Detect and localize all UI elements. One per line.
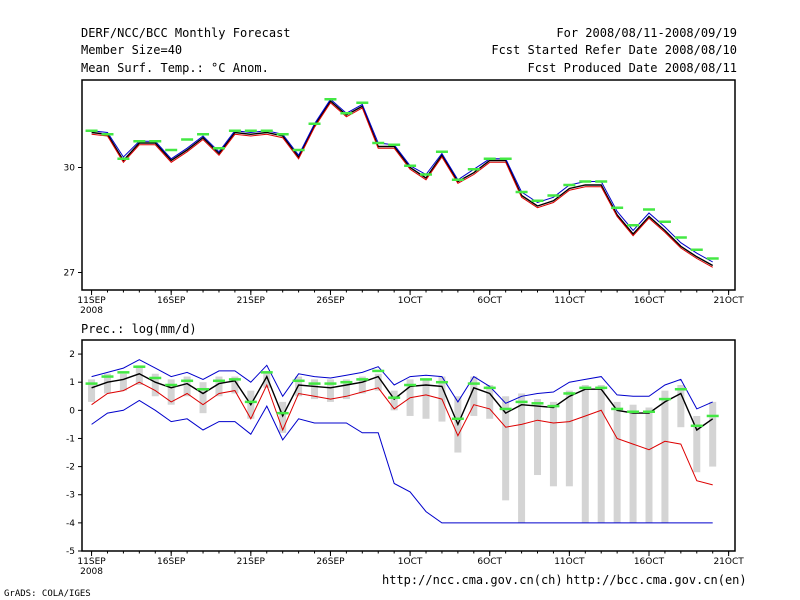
x-tick-label-21SEP: 21SEP	[237, 557, 266, 567]
x-tick-label-1OCT: 1OCT	[398, 557, 423, 567]
ncc-link[interactable]: http://ncc.cma.gov.cn(ch)	[382, 573, 563, 587]
y-tick-label--4: -4	[66, 519, 75, 529]
spread-bar-28	[518, 393, 526, 523]
chart-title: DERF/NCC/BCC Monthly Forecast	[81, 26, 291, 40]
series-min-line	[91, 101, 713, 268]
plot-frame	[81, 79, 736, 291]
spread-bar-38	[677, 385, 685, 428]
spread-bar-40	[709, 401, 717, 467]
x-tick-year-label: 2008	[80, 306, 103, 316]
bcc-link[interactable]: http://bcc.cma.gov.cn(en)	[566, 573, 747, 587]
x-tick-label-26SEP: 26SEP	[316, 296, 345, 306]
spread-bar-36	[645, 407, 653, 523]
x-tick-label-16OCT: 16OCT	[634, 296, 665, 306]
spread-bar-33	[597, 385, 605, 523]
spread-bar-17	[342, 379, 350, 400]
spread-bar-2	[103, 373, 111, 394]
x-tick-label-11SEP: 11SEP	[77, 557, 106, 567]
spread-bar-31	[565, 390, 573, 487]
x-tick-label-26SEP: 26SEP	[316, 557, 345, 567]
member-size: Member Size=40	[81, 43, 183, 57]
spread-bar-19	[374, 373, 382, 391]
x-tick-label-6OCT: 6OCT	[477, 296, 502, 306]
series-mean-line	[91, 99, 714, 267]
spread-bar-25	[470, 376, 478, 416]
spread-bar-18	[358, 376, 366, 394]
x-tick-label-16SEP: 16SEP	[157, 557, 186, 567]
plot-frame	[81, 339, 736, 552]
spread-bar-7	[183, 376, 191, 397]
x-tick-label-16SEP: 16SEP	[157, 296, 186, 306]
y-tick-label-27: 27	[64, 269, 75, 279]
grads-credit: GrADS: COLA/IGES	[4, 589, 91, 599]
forecast-period: For 2008/08/11-2008/09/19	[556, 26, 737, 40]
y-tick-label--3: -3	[66, 491, 75, 501]
x-tick-label-1OCT: 1OCT	[398, 296, 423, 306]
x-tick-label-11OCT: 11OCT	[554, 296, 585, 306]
series-min-line	[91, 381, 713, 486]
spread-bar-6	[167, 379, 175, 405]
spread-bar-34	[613, 401, 621, 523]
precip-panel-title: Prec.: log(mm/d)	[81, 322, 197, 336]
y-tick-label-0: 0	[69, 406, 75, 416]
x-tick-label-11SEP: 11SEP	[77, 296, 106, 306]
spread-bar-39	[693, 415, 701, 473]
spread-bar-15	[311, 379, 319, 400]
y-tick-label-1: 1	[69, 378, 75, 388]
x-tick-label-6OCT: 6OCT	[477, 557, 502, 567]
y-tick-label-30: 30	[64, 164, 76, 174]
x-tick-year-label: 2008	[80, 567, 103, 577]
x-tick-label-21SEP: 21SEP	[237, 296, 266, 306]
start-ref-date: Fcst Started Refer Date 2008/08/10	[491, 43, 737, 57]
spread-bar-20	[390, 390, 398, 411]
spread-bar-12	[263, 370, 271, 388]
spread-bar-1	[88, 379, 96, 402]
y-tick-label-2: 2	[69, 350, 75, 360]
series-max-line	[91, 98, 713, 263]
y-tick-label--5: -5	[66, 547, 75, 557]
spread-bar-27	[502, 396, 510, 501]
series-max-line	[91, 359, 713, 410]
spread-bar-8	[199, 382, 207, 414]
y-tick-label--2: -2	[66, 463, 75, 473]
spread-bar-4	[135, 365, 143, 386]
spread-bar-9	[215, 376, 223, 397]
spread-bar-35	[629, 404, 637, 523]
spread-bar-5	[151, 373, 159, 397]
spread-bar-29	[534, 399, 542, 476]
spread-bar-26	[486, 385, 494, 419]
x-tick-label-16OCT: 16OCT	[634, 557, 665, 567]
series-mean-line	[91, 373, 714, 432]
spread-bar-3	[119, 373, 127, 391]
y-tick-label--1: -1	[66, 434, 75, 444]
spread-bar-37	[661, 390, 669, 523]
produced-date: Fcst Produced Date 2008/08/11	[527, 61, 737, 75]
x-tick-label-21OCT: 21OCT	[713, 557, 744, 567]
spread-bar-32	[581, 385, 589, 523]
spread-bar-30	[549, 401, 557, 487]
spread-bar-16	[326, 379, 334, 402]
x-tick-label-21OCT: 21OCT	[713, 296, 744, 306]
x-tick-label-11OCT: 11OCT	[554, 557, 585, 567]
spread-bar-10	[231, 376, 239, 394]
variable-label: Mean Surf. Temp.: °C Anom.	[81, 61, 269, 75]
spread-bar-22	[422, 379, 430, 419]
series-lowest-line	[91, 399, 713, 524]
